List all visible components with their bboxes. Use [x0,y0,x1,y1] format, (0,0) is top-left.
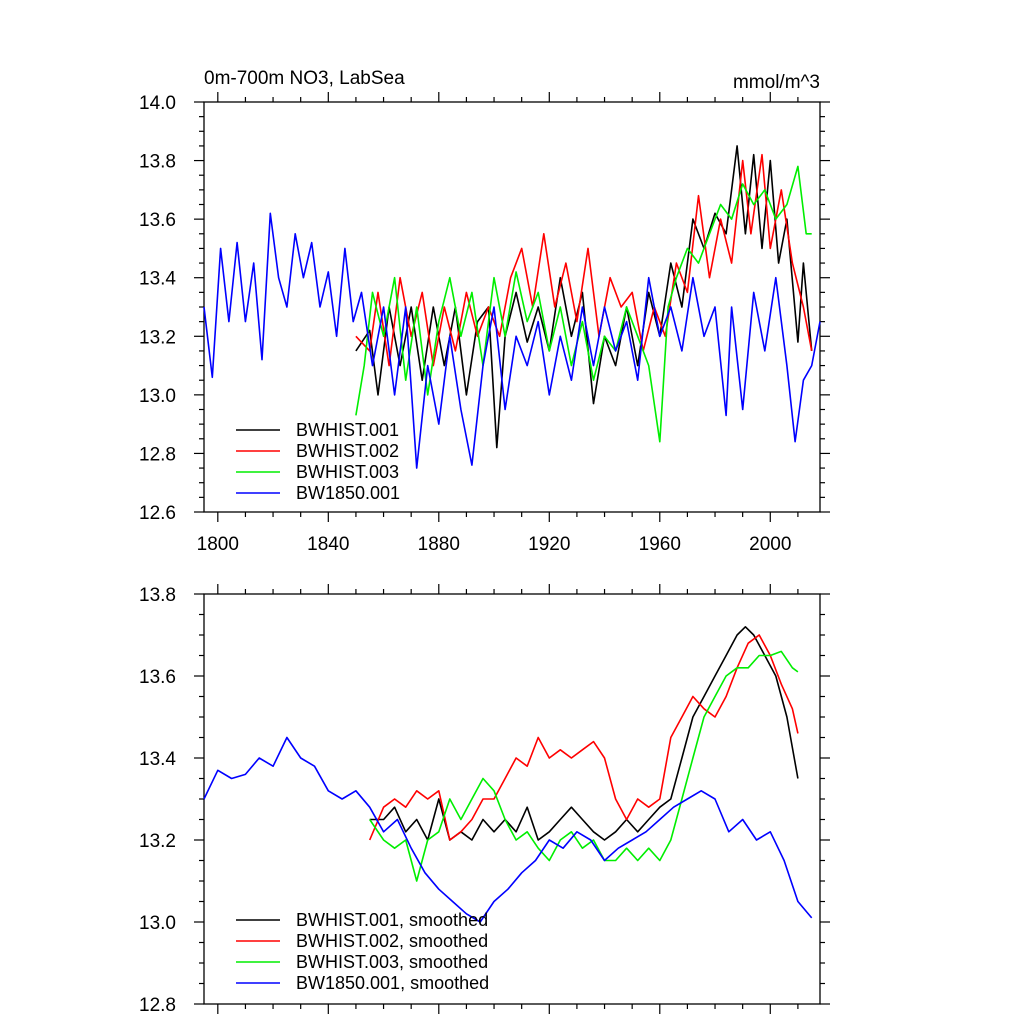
series-line-bwhist-002 [355,153,813,367]
y-tick-label: 13.8 [139,585,176,606]
legend-label: BWHIST.003 [296,462,399,482]
series-line-bwhist-002-smoothed [368,634,799,841]
y-tick-label: 13.0 [139,386,176,407]
top-chart-units: mmol/m^3 [733,72,820,93]
top-chart-title: 0m-700m NO3, LabSea [204,68,405,89]
x-tick-label: 1800 [197,534,239,555]
legend-label: BWHIST.001 [296,420,399,440]
series-line-bwhist-001 [355,145,813,449]
y-tick-label: 13.8 [139,152,176,173]
top-series-group [203,145,821,469]
legend-label: BW1850.001 [296,483,400,503]
series-line-bw1850-001 [203,212,821,469]
y-tick-label: 12.6 [139,503,176,524]
bottom-series-group [203,625,813,923]
y-tick-label: 12.8 [139,444,176,465]
series-line-bwhist-001-smoothed [369,625,799,841]
top-ticks: 1800 1840 1880 1920 1960 2000 12.6 12.8 13.0 13.2… [139,92,830,555]
y-tick-label: 13.2 [139,831,176,852]
bottom-ticks: 12.8 13.0 13.2 13.4 13.6 13.8 [139,584,830,1016]
legend-label: BWHIST.001, smoothed [296,910,488,930]
x-tick-label: 1960 [639,534,681,555]
legend-label: BWHIST.003, smoothed [296,952,488,972]
x-tick-label: 1840 [307,534,349,555]
y-tick-label: 14.0 [139,93,176,114]
legend-label: BW1850.001, smoothed [296,973,489,993]
y-tick-label: 13.4 [139,749,176,770]
y-tick-label: 13.0 [139,913,176,934]
x-tick-label: 1920 [528,534,570,555]
series-line-bw1850-001-smoothed [203,736,813,923]
y-tick-label: 13.6 [139,667,176,688]
series-line-bwhist-003 [355,165,812,443]
legend-label: BWHIST.002 [296,441,399,461]
series-line-bwhist-003-smoothed [369,650,799,882]
y-tick-label: 13.4 [139,269,176,290]
legend-label: BWHIST.002, smoothed [296,931,488,951]
x-tick-label: 2000 [749,534,791,555]
y-tick-label: 13.2 [139,327,176,348]
x-tick-label: 1880 [418,534,460,555]
y-tick-label: 13.6 [139,210,176,231]
y-tick-label: 12.8 [139,995,176,1016]
